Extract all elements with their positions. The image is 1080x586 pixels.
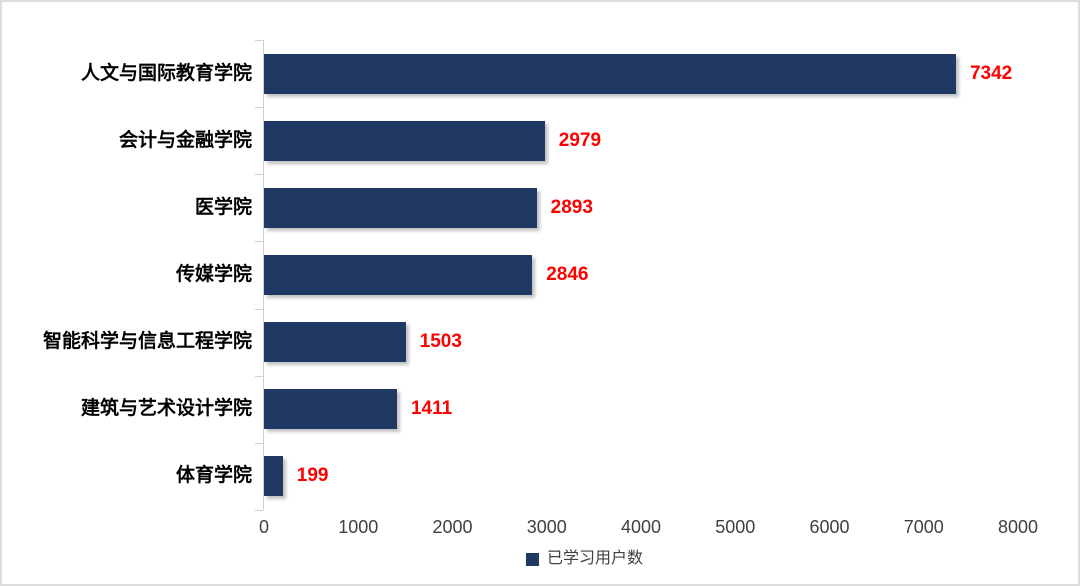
axis-tick-mark	[255, 107, 263, 109]
x-tick-label: 1000	[338, 517, 379, 537]
bar	[264, 322, 406, 363]
axis-tick-mark	[255, 174, 263, 176]
axis-tick-mark	[255, 375, 263, 377]
x-tick-label: 8000	[997, 517, 1039, 537]
bar	[264, 456, 283, 497]
axis-tick-mark	[255, 308, 263, 310]
category-label: 人文与国际教育学院	[80, 62, 252, 84]
value-label: 1411	[410, 398, 453, 420]
y-axis-line	[263, 40, 264, 510]
value-label: 7342	[969, 62, 1013, 84]
value-label: 2846	[546, 264, 589, 285]
x-tick-label: 7000	[903, 517, 944, 537]
legend: 已学习用户数	[526, 549, 643, 569]
category-label: 医学院	[194, 196, 252, 218]
value-label: 199	[296, 465, 329, 487]
bar	[264, 53, 956, 94]
x-tick-label: 3000	[526, 517, 567, 537]
bar	[264, 120, 545, 161]
legend-swatch-icon	[526, 552, 539, 566]
x-tick-label: 5000	[715, 517, 756, 537]
value-label: 1503	[419, 331, 462, 353]
value-label: 2979	[558, 129, 602, 151]
axis-tick-mark	[255, 510, 263, 511]
x-tick-label: 6000	[809, 517, 850, 537]
category-label: 体育学院	[175, 465, 252, 487]
axis-tick-mark	[255, 40, 263, 41]
x-tick-label: 4000	[620, 517, 662, 537]
x-tick-label: 2000	[432, 517, 473, 537]
value-label: 2893	[550, 196, 593, 218]
axis-tick-mark	[255, 241, 263, 243]
bar	[264, 389, 397, 430]
x-tick-label: 0	[258, 517, 270, 537]
bar	[264, 187, 537, 228]
category-label: 建筑与艺术设计学院	[80, 398, 252, 420]
category-label: 智能科学与信息工程学院	[42, 331, 252, 353]
category-label: 会计与金融学院	[118, 129, 252, 151]
axis-tick-mark	[255, 442, 263, 444]
legend-label: 已学习用户数	[547, 550, 644, 567]
category-label: 传媒学院	[175, 264, 252, 285]
bar	[264, 255, 533, 295]
